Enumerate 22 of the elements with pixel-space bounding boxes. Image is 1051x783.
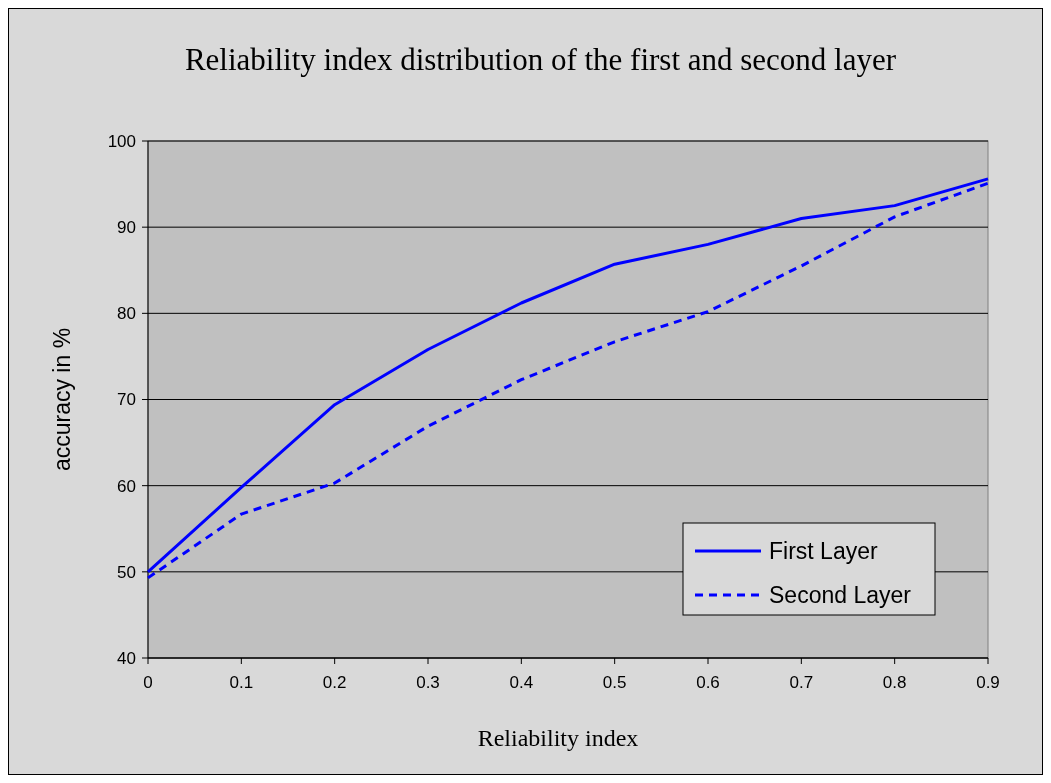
y-axis-title: accuracy in % — [49, 327, 75, 472]
x-tick-label: 0.1 — [229, 673, 254, 692]
x-axis-title: Reliability index — [477, 725, 639, 751]
x-tick-label: 0.6 — [696, 673, 720, 692]
x-tick-label: 0.8 — [882, 673, 907, 692]
y-tick-label: 50 — [117, 562, 136, 582]
legend-label: First Layer — [769, 538, 878, 565]
legend-label: Second Layer — [769, 582, 912, 609]
y-tick-label: 40 — [117, 648, 136, 668]
x-tick-label: 0 — [143, 673, 153, 692]
x-tick-label: 0.5 — [602, 673, 627, 692]
y-tick-label: 80 — [117, 304, 136, 324]
y-tick-label: 90 — [117, 218, 136, 238]
x-tick-label: 0.4 — [509, 673, 534, 692]
y-tick-label: 60 — [117, 476, 136, 496]
x-tick-label: 0.2 — [322, 673, 347, 692]
x-tick-label: 0.7 — [789, 673, 814, 692]
x-tick-label: 0.9 — [976, 673, 1000, 692]
x-tick-label: 0.3 — [416, 673, 440, 692]
y-tick-label: 100 — [107, 131, 136, 151]
chart-title: Reliability index distribution of the first and second layer — [184, 42, 897, 77]
y-tick-label: 70 — [117, 390, 136, 410]
